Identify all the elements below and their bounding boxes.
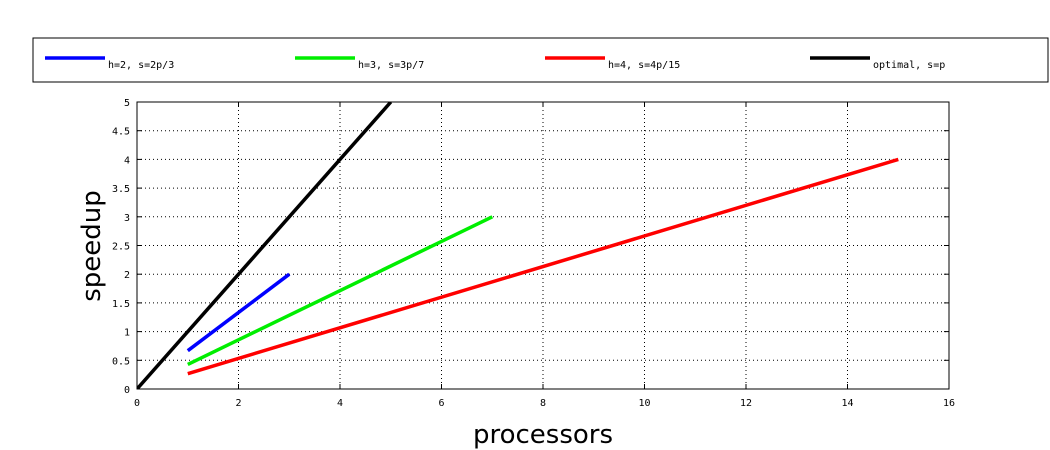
x-tick-label: 16	[943, 398, 955, 409]
y-tick-label: 3.5	[112, 184, 130, 195]
series-line-1	[186, 272, 291, 353]
y-tick-label: 5	[124, 98, 130, 109]
y-tick-label: 0	[124, 385, 130, 396]
legend-label-4: optimal, s=p	[873, 60, 945, 71]
y-tick-label: 3	[124, 213, 130, 224]
y-axis-label: speedup	[77, 190, 107, 302]
y-tick-label: 2.5	[112, 242, 130, 253]
x-tick-label: 12	[740, 398, 752, 409]
x-tick-label: 2	[235, 398, 241, 409]
series-line-3	[187, 157, 899, 376]
x-axis-label: processors	[473, 420, 613, 450]
x-tick-label: 10	[638, 398, 650, 409]
y-tick-label: 2	[124, 270, 130, 281]
y-tick-label: 4	[124, 155, 130, 166]
legend-label-2: h=3, s=3p/7	[358, 60, 424, 71]
y-tick-label: 4.5	[112, 127, 130, 138]
x-tick-label: 6	[438, 398, 444, 409]
series-line-2	[187, 215, 494, 366]
plot-background	[137, 102, 949, 389]
y-tick-label: 1.5	[112, 299, 130, 310]
x-tick-label: 0	[134, 398, 140, 409]
y-tick-label: 0.5	[112, 356, 130, 367]
x-tick-label: 14	[841, 398, 853, 409]
legend-box	[32, 37, 1049, 83]
legend-label-3: h=4, s=4p/15	[608, 60, 680, 71]
plot-area: 0 2 4 6 8 10 12 14 16 0 0.5 1 1.5 2 2.5 3 3.5 4 4.5 5	[112, 98, 955, 409]
legend-label-1: h=2, s=2p/3	[108, 60, 174, 71]
legend: h=2, s=2p/3 h=3, s=3p/7 h=4, s=4p/15 optima…	[32, 37, 1049, 83]
series-line-4	[137, 102, 393, 389]
y-tick-label: 1	[124, 328, 130, 339]
x-tick-label: 8	[540, 398, 546, 409]
x-tick-label: 4	[337, 398, 343, 409]
